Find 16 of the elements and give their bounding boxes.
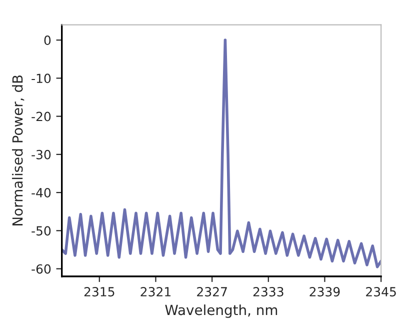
x-axis-title: Wavelength, nm (165, 304, 278, 318)
x-tick-label: 2315 (84, 287, 114, 296)
x-tick-label: 2321 (140, 287, 170, 296)
y-tick-label: -40 (32, 188, 51, 198)
x-tick-label: 2345 (366, 287, 396, 296)
y-tick-label: 0 (44, 36, 51, 45)
y-tick-label: -60 (32, 264, 51, 274)
x-tick-label: 2333 (253, 287, 284, 296)
y-tick-label: -30 (32, 150, 51, 160)
x-tick-label: 2327 (197, 287, 227, 296)
y-tick-label: -50 (32, 226, 51, 236)
line-series (62, 38, 382, 268)
y-tick-label: -10 (32, 74, 51, 84)
y-axis-title: Normalised Power, dB (12, 75, 24, 226)
x-tick-label: 2339 (310, 287, 340, 296)
y-tick-label: -20 (32, 112, 51, 122)
